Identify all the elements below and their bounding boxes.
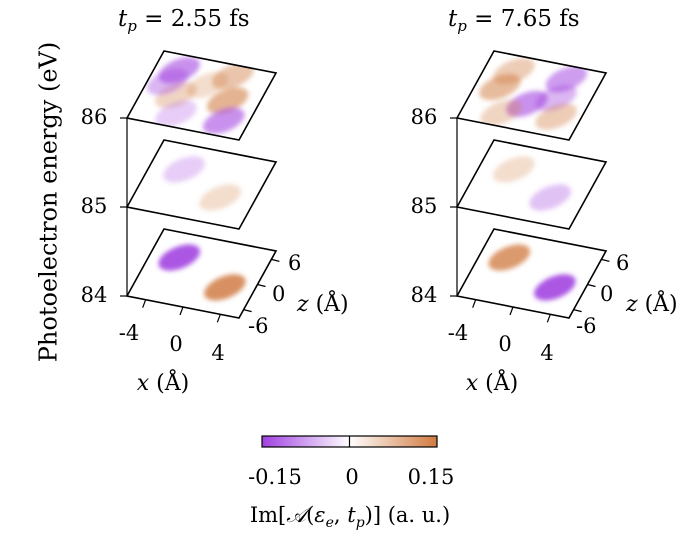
energy-layer-85 <box>455 139 608 230</box>
z-tick-mark <box>601 258 610 262</box>
colorbar-mid-label: 0 <box>345 465 358 489</box>
z-tick-label: 6 <box>616 251 629 275</box>
layer-plane <box>457 229 606 318</box>
energy-layer-85 <box>125 139 278 230</box>
x-tick-label: -4 <box>448 321 468 345</box>
x-tick-mark <box>472 299 477 308</box>
layer-plane <box>127 229 276 318</box>
layer-plane <box>457 140 606 229</box>
x-axis-label-right: x (Å) <box>466 368 518 396</box>
x-tick-mark <box>509 306 514 316</box>
z-ticks-left: 6 0 -6 <box>248 251 301 338</box>
heatmap-blob <box>479 73 521 101</box>
x-tick-label: 0 <box>498 332 511 356</box>
z-tick-mark <box>257 283 266 288</box>
layer-plane <box>127 140 276 229</box>
energy-layer-86 <box>455 50 608 141</box>
energy-tick-label: 84 <box>81 283 108 307</box>
z-tick-label: 0 <box>600 282 613 306</box>
x-ticks-left: -4 0 4 <box>119 321 225 365</box>
energy-tick-label: 86 <box>81 105 108 129</box>
heatmap-blob <box>186 71 229 99</box>
energy-tick-label: 86 <box>411 105 438 129</box>
x-tick-mark <box>546 314 551 323</box>
x-tick-mark <box>142 299 147 308</box>
z-tick-label: -6 <box>248 314 268 338</box>
heatmap-blob <box>146 68 189 95</box>
z-axis-label-left: z (Å) <box>296 289 349 317</box>
panel-right <box>450 50 610 323</box>
heatmap-blob <box>493 156 535 183</box>
z-tick-mark <box>243 309 252 313</box>
energy-ticks-right: 86 85 84 <box>411 105 438 307</box>
x-axis-label-left: x (Å) <box>137 368 189 396</box>
x-tick-label: -4 <box>119 321 139 345</box>
energy-layer-86 <box>125 50 278 141</box>
panel-left <box>120 50 280 323</box>
layer-frame <box>455 228 608 319</box>
energy-ticks-left: 86 85 84 <box>81 105 108 307</box>
heatmap-blob <box>158 244 201 271</box>
heatmap-blob <box>202 107 245 134</box>
x-tick-label: 0 <box>169 332 182 356</box>
colorbar: -0.15 0 0.15 Im[𝒜(εe, tp)] (a. u.) <box>248 435 455 531</box>
heatmap-blob <box>488 244 531 271</box>
z-tick-mark <box>573 309 582 313</box>
energy-tick-label: 85 <box>411 194 438 218</box>
heatmap-blob <box>480 99 523 126</box>
heatmap-blob <box>206 87 249 114</box>
heatmap-blob <box>545 66 588 93</box>
colorbar-min-label: -0.15 <box>248 465 302 489</box>
x-tick-mark <box>216 314 221 323</box>
z-tick-mark <box>271 258 280 262</box>
x-tick-mark <box>179 306 184 316</box>
colorbar-max-label: 0.15 <box>408 465 455 489</box>
heatmap-blob <box>535 103 577 130</box>
x-tick-label: 4 <box>540 341 553 365</box>
z-tick-label: -6 <box>576 314 596 338</box>
x-ticks-right: -4 0 4 <box>448 321 554 365</box>
heatmap-blob <box>529 184 572 211</box>
colorbar-label: Im[𝒜(εe, tp)] (a. u.) <box>250 503 450 531</box>
layer-frame <box>455 139 608 230</box>
z-tick-label: 0 <box>272 282 285 306</box>
layer-frame <box>125 50 278 141</box>
layer-frame <box>125 228 278 319</box>
energy-layer-84 <box>125 228 278 319</box>
z-tick-label: 6 <box>288 251 301 275</box>
heatmap-blob <box>534 274 576 301</box>
heatmap-blob <box>163 156 205 183</box>
energy-tick-label: 85 <box>81 194 108 218</box>
heatmap-blob <box>155 100 197 127</box>
energy-tick-label: 84 <box>411 283 438 307</box>
z-axis-label-right: z (Å) <box>625 289 678 317</box>
heatmap-blob <box>204 274 246 301</box>
z-tick-mark <box>587 283 596 288</box>
x-tick-label: 4 <box>211 341 224 365</box>
layer-frame <box>455 50 608 141</box>
energy-layer-84 <box>455 228 608 319</box>
y-axis-label: Photoelectron energy (eV) <box>35 42 63 362</box>
layer-frame <box>125 139 278 230</box>
panel-title-right: tp = 7.65 fs <box>448 6 580 35</box>
z-ticks-right: 6 0 -6 <box>576 251 629 338</box>
panel-title-left: tp = 2.55 fs <box>118 6 250 35</box>
heatmap-blob <box>199 184 242 211</box>
